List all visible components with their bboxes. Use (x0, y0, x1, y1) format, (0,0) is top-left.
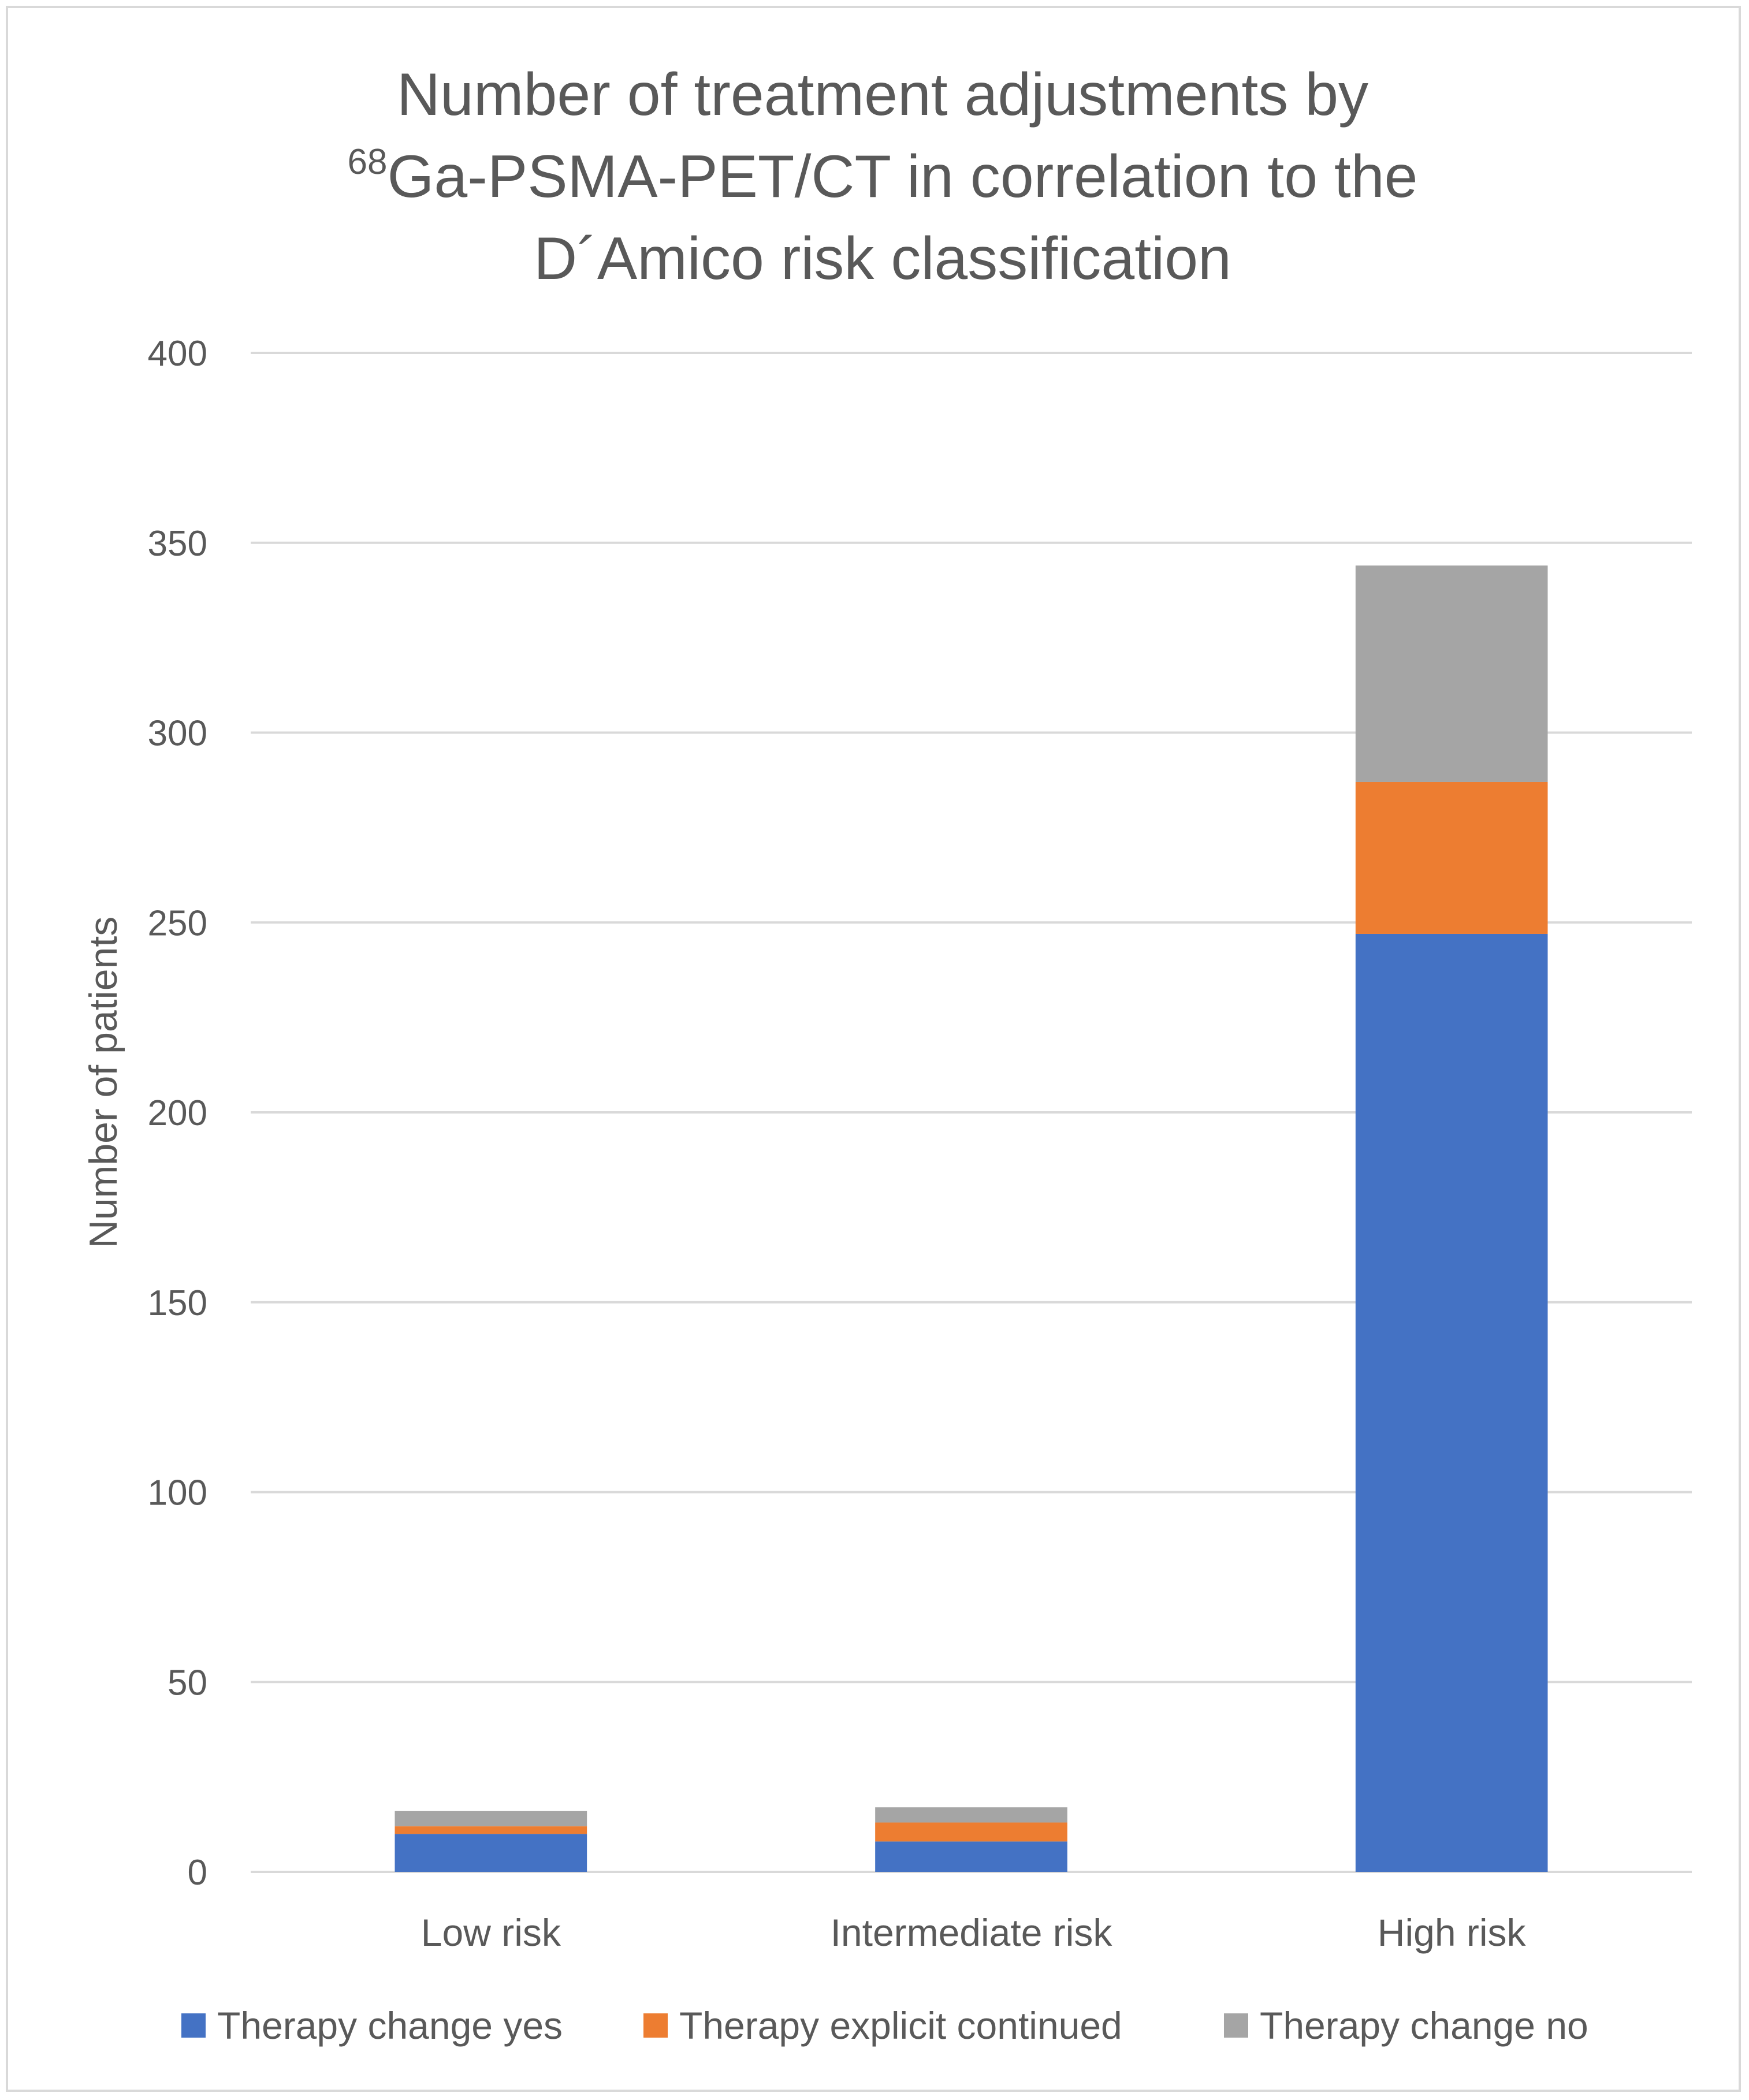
chart-title-superscript: 68 (347, 142, 387, 182)
x-category-label: High risk (1378, 1911, 1527, 1954)
y-tick-label: 100 (148, 1473, 207, 1513)
chart-frame: Number of treatment adjustments by 68Ga-… (6, 6, 1741, 2092)
bar-segment (1355, 933, 1548, 1872)
x-category-label: Intermediate risk (831, 1911, 1113, 1954)
legend-entry-label: Therapy explicit continued (679, 2004, 1122, 2047)
bar-segment (395, 1826, 587, 1834)
y-tick-label: 350 (148, 524, 207, 564)
gridlines (251, 352, 1692, 1873)
y-tick-label: 200 (148, 1093, 207, 1133)
y-tick-label: 250 (148, 903, 207, 943)
x-axis-category-labels: Low risk Intermediate risk High risk (421, 1911, 1527, 1954)
y-tick-label: 150 (148, 1283, 207, 1323)
y-tick-label: 0 (188, 1853, 207, 1893)
y-axis-title: Number of patients (81, 917, 125, 1249)
bar-segment (875, 1807, 1067, 1823)
x-category-label: Low risk (421, 1911, 561, 1954)
legend-entry-label: Therapy change yes (217, 2004, 563, 2047)
chart-title-line-2-text: Ga-PSMA-PET/CT in correlation to the (387, 143, 1417, 210)
y-tick-label: 50 (168, 1663, 207, 1703)
legend-entry-label: Therapy change no (1260, 2004, 1588, 2047)
bar-segment (395, 1811, 587, 1827)
bar-segment (1355, 781, 1548, 934)
y-tick-label: 400 (148, 334, 207, 374)
y-tick-label: 300 (148, 714, 207, 754)
chart-title-line-3: D´Amico risk classification (534, 225, 1231, 292)
bar-segment (1355, 565, 1548, 782)
bar-segment (395, 1834, 587, 1872)
legend: Therapy change yes Therapy explicit conti… (181, 2004, 1588, 2047)
bars (395, 565, 1548, 1872)
chart-title-line-1: Number of treatment adjustments by (397, 61, 1368, 128)
y-axis-tick-labels: 0 50 100 150 200 250 300 350 400 (148, 334, 207, 1893)
chart-svg: Number of treatment adjustments by 68Ga-… (81, 61, 1692, 2047)
legend-swatch (181, 2013, 206, 2038)
legend-swatch (643, 2013, 668, 2038)
bar-segment (875, 1822, 1067, 1842)
bar-segment (875, 1841, 1067, 1872)
legend-swatch (1224, 2013, 1248, 2038)
chart-title-line-2: 68Ga-PSMA-PET/CT in correlation to the (347, 142, 1417, 210)
